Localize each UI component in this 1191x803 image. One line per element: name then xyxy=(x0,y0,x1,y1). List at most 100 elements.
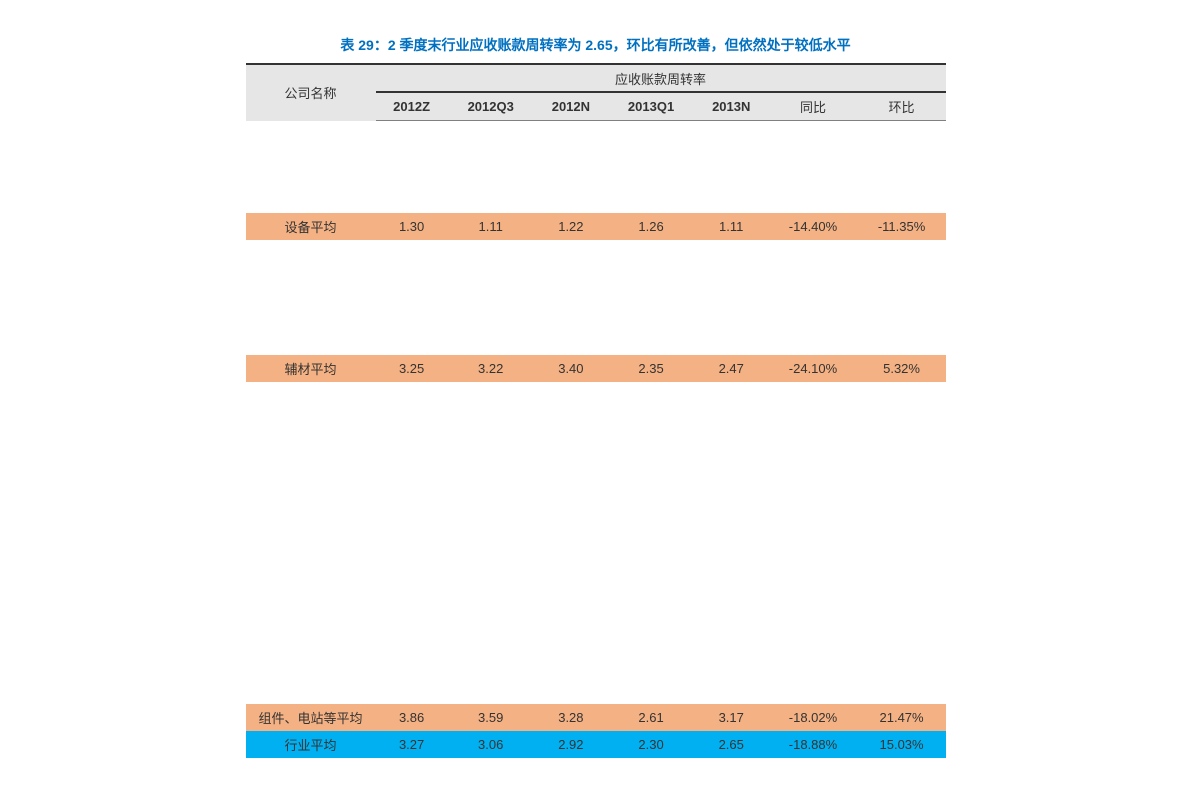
cell-value xyxy=(694,405,768,428)
cell-value xyxy=(694,190,768,213)
cell-value xyxy=(768,309,857,332)
cell-company xyxy=(246,635,376,658)
cell-value xyxy=(858,589,946,612)
table-row xyxy=(246,451,946,474)
cell-value xyxy=(534,543,608,566)
table-row xyxy=(246,681,946,704)
cell-value xyxy=(694,520,768,543)
cell-value: -18.02% xyxy=(768,704,857,731)
cell-value xyxy=(534,144,608,167)
cell-company xyxy=(246,612,376,635)
table-row xyxy=(246,612,946,635)
cell-value xyxy=(448,332,534,355)
table-row xyxy=(246,332,946,355)
cell-value xyxy=(768,658,857,681)
cell-value: 2.47 xyxy=(694,355,768,382)
cell-value xyxy=(858,332,946,355)
table-row xyxy=(246,167,946,190)
col-h0: 2012Z xyxy=(376,92,448,121)
cell-value xyxy=(858,190,946,213)
cell-value xyxy=(448,121,534,145)
cell-company xyxy=(246,167,376,190)
cell-value xyxy=(376,681,448,704)
cell-value xyxy=(534,681,608,704)
cell-value xyxy=(608,382,694,405)
cell-value xyxy=(608,167,694,190)
cell-value xyxy=(448,543,534,566)
table-container: 表 29：2 季度末行业应收账款周转率为 2.65，环比有所改善，但依然处于较低… xyxy=(246,35,946,758)
table-row: 组件、电站等平均3.863.593.282.613.17-18.02%21.47… xyxy=(246,704,946,731)
cell-value xyxy=(768,497,857,520)
table-row: 辅材平均3.253.223.402.352.47-24.10%5.32% xyxy=(246,355,946,382)
cell-company xyxy=(246,451,376,474)
cell-value xyxy=(534,635,608,658)
cell-value: 3.86 xyxy=(376,704,448,731)
cell-value xyxy=(608,190,694,213)
turnover-table: 公司名称 应收账款周转率 2012Z 2012Q3 2012N 2013Q1 2… xyxy=(246,63,946,758)
cell-value xyxy=(534,332,608,355)
cell-value xyxy=(534,405,608,428)
cell-value xyxy=(768,681,857,704)
cell-value xyxy=(858,681,946,704)
table-row xyxy=(246,405,946,428)
cell-value xyxy=(608,474,694,497)
cell-company xyxy=(246,658,376,681)
cell-value xyxy=(858,520,946,543)
cell-value xyxy=(448,497,534,520)
col-h2: 2012N xyxy=(534,92,608,121)
cell-value xyxy=(858,144,946,167)
cell-value xyxy=(448,240,534,263)
cell-company xyxy=(246,589,376,612)
table-header: 公司名称 应收账款周转率 2012Z 2012Q3 2012N 2013Q1 2… xyxy=(246,64,946,121)
cell-value: 1.30 xyxy=(376,213,448,240)
cell-value xyxy=(694,121,768,145)
cell-value xyxy=(534,474,608,497)
cell-value xyxy=(768,566,857,589)
cell-value xyxy=(608,309,694,332)
cell-value xyxy=(694,681,768,704)
cell-company: 组件、电站等平均 xyxy=(246,704,376,731)
cell-value xyxy=(448,612,534,635)
cell-value xyxy=(534,428,608,451)
table-row xyxy=(246,240,946,263)
cell-value xyxy=(694,635,768,658)
cell-value xyxy=(448,681,534,704)
cell-value xyxy=(694,167,768,190)
table-row xyxy=(246,635,946,658)
cell-value xyxy=(858,167,946,190)
table-title: 表 29：2 季度末行业应收账款周转率为 2.65，环比有所改善，但依然处于较低… xyxy=(246,35,946,55)
cell-value xyxy=(768,121,857,145)
cell-value xyxy=(694,497,768,520)
cell-value xyxy=(858,543,946,566)
cell-value xyxy=(608,497,694,520)
cell-value xyxy=(858,263,946,286)
cell-value xyxy=(376,589,448,612)
cell-value xyxy=(534,589,608,612)
cell-value xyxy=(376,263,448,286)
cell-value xyxy=(858,658,946,681)
cell-value xyxy=(694,543,768,566)
cell-value xyxy=(694,263,768,286)
cell-value xyxy=(858,566,946,589)
cell-company xyxy=(246,474,376,497)
cell-value xyxy=(376,543,448,566)
cell-value xyxy=(858,635,946,658)
cell-value xyxy=(608,428,694,451)
cell-value: 2.65 xyxy=(694,731,768,758)
cell-value xyxy=(448,190,534,213)
cell-value xyxy=(534,286,608,309)
cell-value xyxy=(768,428,857,451)
cell-value: 2.30 xyxy=(608,731,694,758)
cell-value: 3.27 xyxy=(376,731,448,758)
cell-value xyxy=(608,332,694,355)
cell-value xyxy=(534,190,608,213)
cell-value xyxy=(768,635,857,658)
cell-value xyxy=(534,566,608,589)
cell-value xyxy=(534,240,608,263)
cell-company xyxy=(246,332,376,355)
cell-value xyxy=(694,566,768,589)
table-row xyxy=(246,658,946,681)
col-h1: 2012Q3 xyxy=(448,92,534,121)
cell-value xyxy=(534,451,608,474)
table-row xyxy=(246,497,946,520)
